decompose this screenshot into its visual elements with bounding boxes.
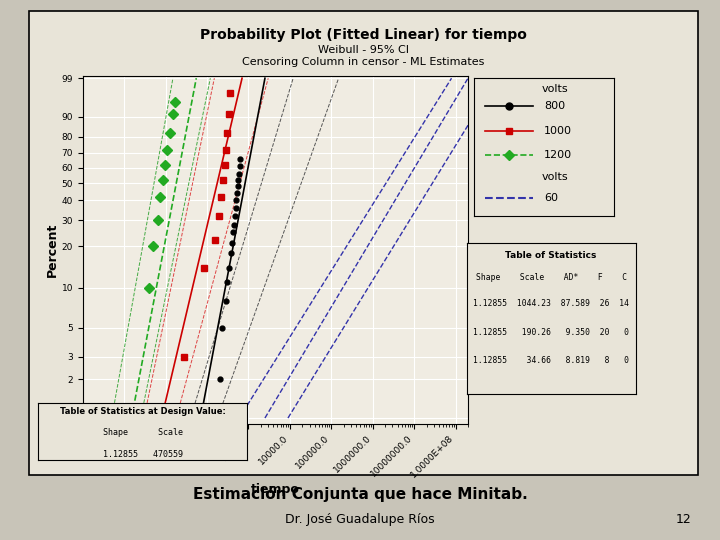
Text: volts: volts bbox=[542, 84, 569, 94]
Text: 1.12855   190.26   9.350  20   0: 1.12855 190.26 9.350 20 0 bbox=[473, 328, 629, 336]
Text: Dr. José Guadalupe Ríos: Dr. José Guadalupe Ríos bbox=[285, 513, 435, 526]
Text: Shape      Scale: Shape Scale bbox=[102, 428, 183, 437]
Y-axis label: Percent: Percent bbox=[46, 222, 59, 277]
X-axis label: tiempo: tiempo bbox=[251, 483, 300, 496]
Text: volts: volts bbox=[542, 172, 569, 183]
Text: 1200: 1200 bbox=[544, 151, 572, 160]
Text: Weibull - 95% CI: Weibull - 95% CI bbox=[318, 45, 409, 55]
Text: 800: 800 bbox=[544, 101, 565, 111]
Text: Censoring Column in censor - ML Estimates: Censoring Column in censor - ML Estimate… bbox=[243, 57, 485, 66]
Text: Shape    Scale    AD*    F    C: Shape Scale AD* F C bbox=[476, 273, 626, 282]
Text: 1.12855   470559: 1.12855 470559 bbox=[102, 450, 183, 459]
Text: 12: 12 bbox=[675, 513, 691, 526]
Text: Estimación Conjunta que hace Minitab.: Estimación Conjunta que hace Minitab. bbox=[193, 486, 527, 502]
Text: Table of Statistics: Table of Statistics bbox=[505, 251, 597, 260]
Text: Table of Statistics at Design Value:: Table of Statistics at Design Value: bbox=[60, 407, 225, 416]
Text: 1.12855    34.66   8.819   8   0: 1.12855 34.66 8.819 8 0 bbox=[473, 356, 629, 366]
Text: 1000: 1000 bbox=[544, 126, 572, 136]
Text: Probability Plot (Fitted Linear) for tiempo: Probability Plot (Fitted Linear) for tie… bbox=[200, 28, 527, 42]
Text: 1.12855  1044.23  87.589  26  14: 1.12855 1044.23 87.589 26 14 bbox=[473, 299, 629, 308]
Text: 60: 60 bbox=[544, 193, 558, 203]
